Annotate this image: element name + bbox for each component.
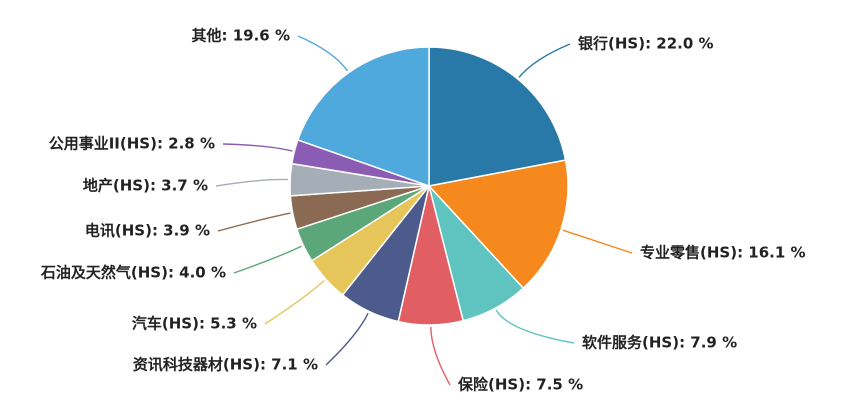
- pie-slices: [289, 46, 569, 326]
- leader-line: [233, 245, 302, 274]
- slice-label: 银行(HS): 22.0 %: [578, 35, 714, 53]
- slice-label: 汽车(HS): 5.3 %: [132, 315, 257, 333]
- slice-label: 专业零售(HS): 16.1 %: [640, 244, 806, 262]
- slice-label: 石油及天然气(HS): 4.0 %: [40, 264, 226, 282]
- leader-line: [562, 229, 633, 254]
- pie-slice: [427, 159, 569, 290]
- slice-label: 资讯科技器材(HS): 7.1 %: [133, 356, 318, 374]
- leader-line: [325, 312, 369, 366]
- slice-label: 其他: 19.6 %: [192, 27, 290, 45]
- leader-line: [430, 326, 451, 386]
- leader-line: [215, 178, 289, 187]
- slice-labels: 银行(HS): 22.0 % 专业零售(HS): 16.1 % 软件服务(HS): …: [40, 27, 806, 394]
- leader-line: [297, 35, 349, 72]
- pie-slice: [296, 46, 430, 188]
- pie-slice: [428, 46, 567, 187]
- leader-line: [222, 143, 293, 152]
- leader-line: [217, 212, 291, 232]
- leader-line: [495, 309, 575, 344]
- leader-line: [264, 279, 325, 325]
- slice-label: 电讯(HS): 3.9 %: [85, 222, 210, 240]
- slice-label: 保险(HS): 7.5 %: [457, 376, 583, 394]
- leader-lines: [215, 35, 633, 386]
- slice-label: 软件服务(HS): 7.9 %: [582, 334, 737, 352]
- slice-label: 地产(HS): 3.7 %: [83, 177, 208, 195]
- leader-line: [518, 43, 571, 78]
- slice-label: 公用事业II(HS): 2.8 %: [49, 135, 215, 153]
